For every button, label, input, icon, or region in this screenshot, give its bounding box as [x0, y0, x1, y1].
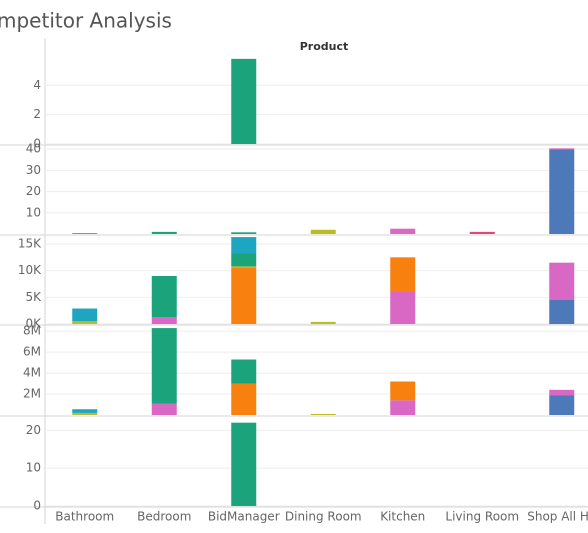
bar-segment	[231, 383, 257, 415]
bar-segment	[151, 317, 177, 324]
x-tick-label: Dining Room	[285, 510, 362, 524]
y-tick-label: 30	[26, 163, 41, 177]
x-tick-label: Living Room	[445, 510, 519, 524]
y-tick-label: 10K	[18, 263, 42, 277]
y-tick-label: 5K	[25, 290, 42, 304]
bar-segment	[231, 237, 257, 254]
bar-segment	[390, 228, 416, 234]
bar-segment	[549, 389, 575, 396]
y-tick-label: 6M	[23, 345, 41, 359]
bar-segment	[549, 148, 575, 150]
bar-segment	[231, 268, 257, 324]
bar-segment	[390, 400, 416, 415]
bar-segment	[231, 58, 257, 144]
y-tick-label: 40	[26, 142, 41, 156]
bar-segment	[310, 321, 336, 324]
bar-segment	[549, 300, 575, 324]
y-tick-label: 2	[33, 107, 41, 121]
bar-segment	[469, 231, 495, 234]
bar-segment	[151, 276, 177, 318]
bar-segment	[72, 409, 98, 413]
y-tick-label: 0K	[25, 317, 42, 331]
bar-segment	[390, 381, 416, 401]
x-tick-label: Bedroom	[137, 510, 191, 524]
y-tick-label: 8M	[23, 324, 41, 338]
y-tick-label: 4	[33, 78, 41, 92]
bar-segment	[231, 266, 257, 268]
y-tick-label: 10	[26, 461, 41, 475]
bar-segment	[390, 257, 416, 292]
bar-segment	[231, 422, 257, 506]
bar-segment	[310, 413, 336, 415]
bar-segment	[549, 395, 575, 415]
y-tick-label: 0	[33, 499, 41, 513]
bar-segment	[549, 262, 575, 300]
bar-segment	[72, 321, 98, 324]
x-tick-label: Shop All Ho	[527, 510, 588, 524]
chart-title: mpetitor Analysis	[0, 9, 172, 33]
y-tick-label: 4M	[23, 366, 41, 380]
y-tick-label: 15K	[18, 237, 42, 251]
bar-segment	[390, 292, 416, 324]
bar-segment	[151, 403, 177, 415]
y-tick-label: 20	[26, 423, 41, 437]
bar-segment	[231, 359, 257, 384]
bar-segment	[231, 232, 257, 234]
bar-segment	[72, 233, 98, 234]
x-tick-label: Kitchen	[380, 510, 425, 524]
bar-segment	[151, 231, 177, 234]
x-tick-label: BidManager	[208, 510, 280, 524]
bar-segment	[549, 149, 575, 234]
bar-segment	[72, 308, 98, 322]
y-tick-label: 0	[33, 137, 41, 151]
bar-segment	[151, 328, 177, 404]
bar-segment	[72, 412, 98, 415]
column-header: Product	[300, 40, 349, 53]
bar-segment	[310, 229, 336, 234]
y-tick-label: 10	[26, 205, 41, 219]
x-tick-label: Bathroom	[55, 510, 114, 524]
y-tick-label: 20	[26, 184, 41, 198]
y-tick-label: 2M	[23, 387, 41, 401]
bar-segment	[231, 253, 257, 267]
